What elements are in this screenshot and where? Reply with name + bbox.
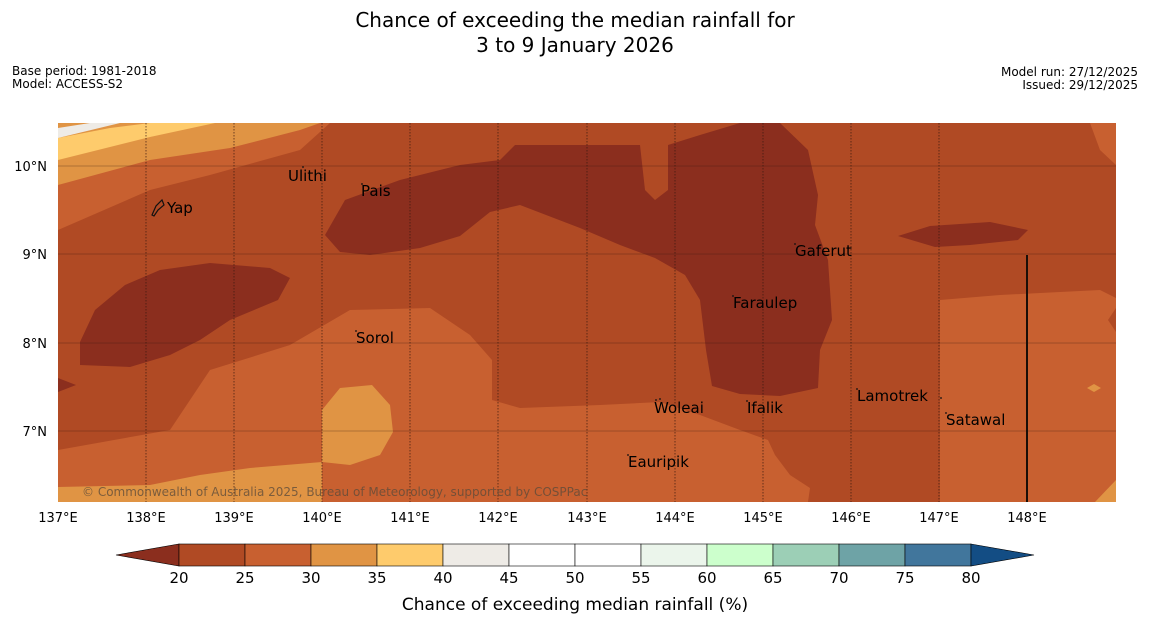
region-25-30-south bbox=[58, 308, 810, 502]
model-run: Model run: 27/12/2025 bbox=[1000, 65, 1138, 79]
colorbar-tick: 65 bbox=[763, 569, 782, 587]
colorbar-tick: 35 bbox=[367, 569, 386, 587]
colorbar-bin bbox=[574, 543, 642, 567]
place-label: Ifalik bbox=[747, 399, 783, 417]
region-below-20-edge bbox=[58, 378, 76, 392]
colorbar-bin bbox=[838, 543, 906, 567]
issued-date: Issued: 29/12/2025 bbox=[1022, 78, 1138, 92]
run-info: Model run: 27/12/2025 Issued: 29/12/2025 bbox=[1001, 66, 1138, 92]
colorbar-bin bbox=[772, 543, 840, 567]
place-label: Faraulep bbox=[733, 294, 797, 312]
title-line-2: 3 to 9 January 2026 bbox=[476, 33, 674, 57]
region-edge-east bbox=[1108, 308, 1116, 332]
region-30-35-se bbox=[1095, 480, 1116, 502]
colorbar-tick: 45 bbox=[499, 569, 518, 587]
map-title: Chance of exceeding the median rainfall … bbox=[0, 8, 1150, 58]
colorbar-bin bbox=[442, 543, 510, 567]
base-period: Base period: 1981-2018 bbox=[12, 64, 157, 78]
place-label: Pais bbox=[361, 182, 391, 200]
place-label: Gaferut bbox=[795, 242, 852, 260]
colorbar-bin bbox=[178, 543, 246, 567]
lon-label: 148°E bbox=[1007, 511, 1047, 526]
colorbar-tick: 60 bbox=[697, 569, 716, 587]
colorbar: 20 25 30 35 40 45 50 55 60 65 70 75 80 C… bbox=[115, 543, 1035, 615]
title-line-1: Chance of exceeding the median rainfall … bbox=[355, 8, 795, 32]
woleai-island-icon bbox=[655, 398, 661, 401]
model-info: Base period: 1981-2018 Model: ACCESS-S2 bbox=[12, 65, 157, 91]
colorbar-bin bbox=[904, 543, 972, 567]
colorbar-bin bbox=[508, 543, 576, 567]
place-label: Ulithi bbox=[288, 167, 327, 185]
colorbar-bin bbox=[310, 543, 378, 567]
gridlines bbox=[58, 123, 1116, 502]
lon-label: 147°E bbox=[919, 511, 959, 526]
yap-island-icon bbox=[151, 198, 165, 217]
region-35-40 bbox=[58, 123, 215, 160]
lon-label: 143°E bbox=[567, 511, 607, 526]
colorbar-tick: 70 bbox=[829, 569, 848, 587]
copyright-notice: © Commonwealth of Australia 2025, Bureau… bbox=[82, 485, 587, 499]
lon-label: 146°E bbox=[831, 511, 871, 526]
colorbar-tick: 30 bbox=[301, 569, 320, 587]
colorbar-tick: 20 bbox=[169, 569, 188, 587]
lon-label: 137°E bbox=[38, 511, 78, 526]
colorbar-title: Chance of exceeding median rainfall (%) bbox=[402, 595, 748, 615]
latitude-labels: 10°N 9°N 8°N 7°N bbox=[14, 160, 47, 440]
colorbar-tick: 55 bbox=[631, 569, 650, 587]
place-label: Yap bbox=[166, 199, 193, 217]
lon-label: 141°E bbox=[390, 511, 430, 526]
place-label: Satawal bbox=[946, 411, 1005, 429]
colorbar-bin bbox=[640, 543, 708, 567]
lat-label: 7°N bbox=[23, 425, 48, 440]
place-labels: Yap Ulithi Pais Gaferut Faraulep Sorol W… bbox=[166, 167, 1005, 471]
lat-label: 8°N bbox=[23, 337, 48, 352]
colorbar-tick: 25 bbox=[235, 569, 254, 587]
lon-label: 142°E bbox=[478, 511, 518, 526]
colorbar-bin bbox=[244, 543, 312, 567]
lon-label: 140°E bbox=[302, 511, 342, 526]
longitude-labels: 137°E 138°E 139°E 140°E 141°E 142°E 143°… bbox=[38, 511, 1047, 526]
colorbar-tick: 75 bbox=[895, 569, 914, 587]
place-label: Sorol bbox=[356, 329, 394, 347]
colorbar-bin bbox=[706, 543, 774, 567]
region-30-35-dot bbox=[1087, 384, 1101, 392]
region-25-30-ne bbox=[1090, 123, 1116, 165]
lon-label: 139°E bbox=[214, 511, 254, 526]
lat-label: 10°N bbox=[14, 160, 47, 175]
place-label: Eauripik bbox=[628, 453, 689, 471]
map-field: © Commonwealth of Australia 2025, Bureau… bbox=[58, 123, 1116, 502]
model-name: Model: ACCESS-S2 bbox=[12, 77, 124, 91]
lon-label: 145°E bbox=[743, 511, 783, 526]
region-below-20-west bbox=[80, 263, 290, 367]
lamotrek-island-icon bbox=[856, 388, 942, 399]
place-label: Woleai bbox=[654, 399, 704, 417]
colorbar-tick: 40 bbox=[433, 569, 452, 587]
region-30-35-sorol bbox=[322, 385, 393, 465]
lon-label: 144°E bbox=[655, 511, 695, 526]
region-30-35-sw bbox=[58, 462, 322, 502]
lat-label: 9°N bbox=[23, 248, 48, 263]
lon-label: 138°E bbox=[126, 511, 166, 526]
colorbar-tick: 80 bbox=[961, 569, 980, 587]
colorbar-extend-high bbox=[970, 543, 1035, 567]
region-40-45 bbox=[58, 123, 120, 138]
colorbar-tick: 50 bbox=[565, 569, 584, 587]
islands bbox=[151, 166, 947, 456]
colorbar-extend-low bbox=[115, 543, 180, 567]
place-label: Lamotrek bbox=[857, 387, 928, 405]
region-below-20-central bbox=[325, 123, 832, 396]
region-below-20-east bbox=[898, 222, 1028, 247]
colorbar-bin bbox=[376, 543, 444, 567]
